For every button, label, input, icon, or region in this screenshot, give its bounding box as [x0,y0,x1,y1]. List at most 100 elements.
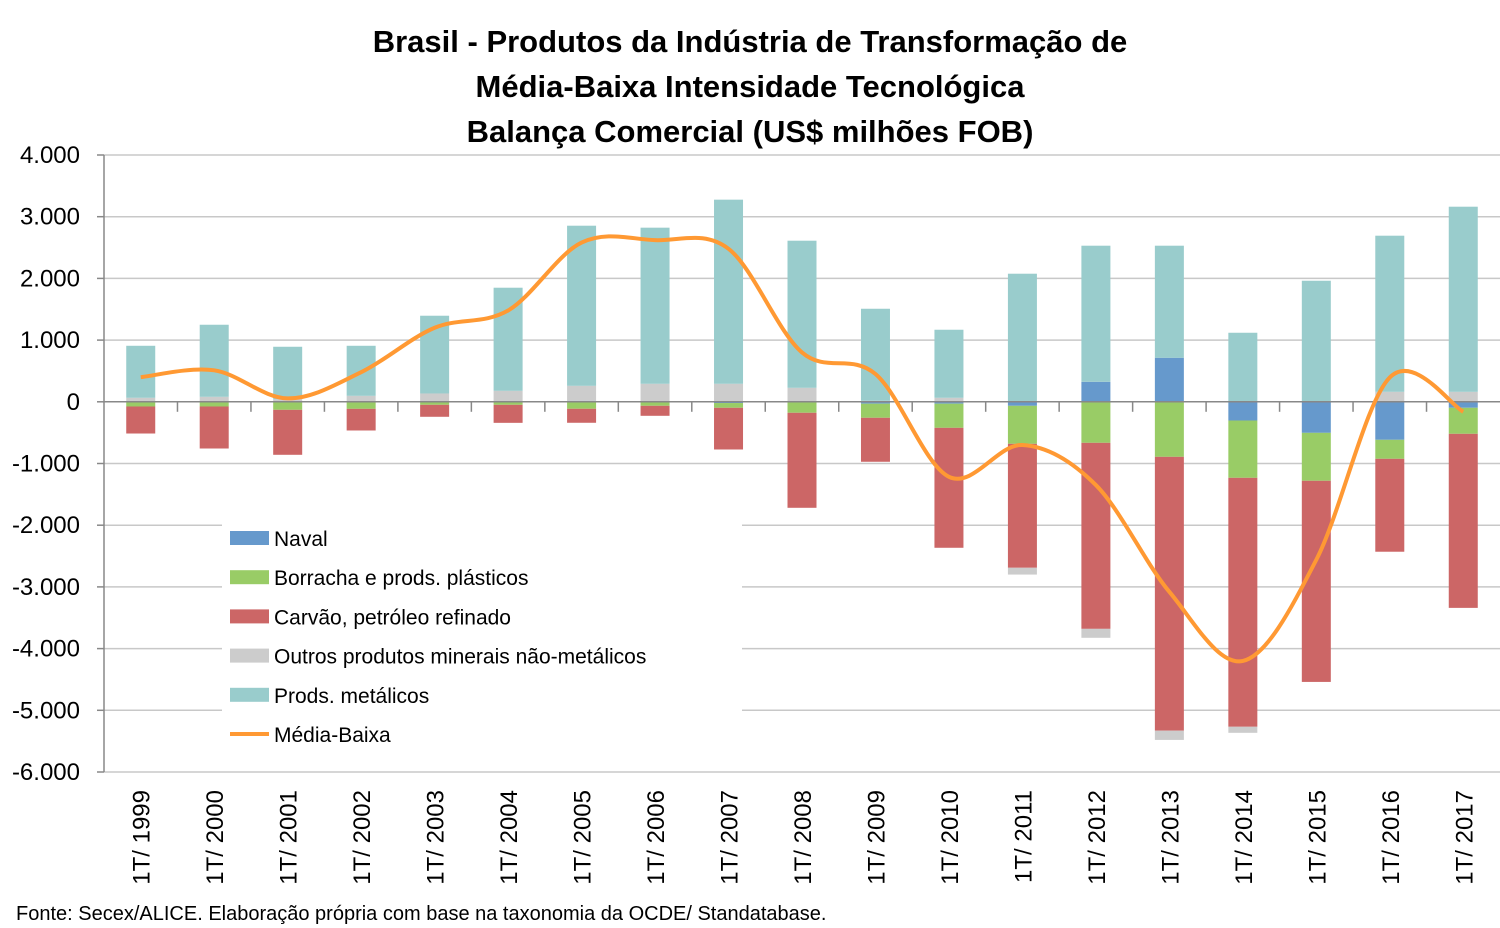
x-tick-label: 1T/ 2006 [643,790,670,885]
bar-naval-11 [934,401,964,404]
bars [126,199,1478,740]
bar-carv-o-petr-leo-refinado-9 [787,412,817,508]
bar-borracha-e-prods-pl-sticos-9 [787,401,817,413]
bar-prods-met-licos-15 [1228,332,1258,402]
legend-swatch [230,609,269,624]
bar-prods-met-licos-1 [199,324,229,397]
legend-label: Média-Baixa [274,724,391,747]
chart-title-line-2: Média-Baixa Intensidade Tecnológica [476,69,1026,104]
bar-prods-met-licos-7 [640,227,670,384]
legend-label: Carvão, petróleo refinado [274,606,511,629]
x-tick-label: 1T/ 2007 [717,790,744,885]
bar-borracha-e-prods-pl-sticos-6 [567,401,597,409]
chart-title-line-3: Balança Comercial (US$ milhões FOB) [467,114,1034,149]
bar-outros-produtos-minerais-n-o-met-licos-11 [934,397,964,402]
bar-outros-produtos-minerais-n-o-met-licos-3 [346,395,376,402]
bar-prods-met-licos-8 [714,199,744,384]
bar-carv-o-petr-leo-refinado-10 [860,417,890,462]
bar-borracha-e-prods-pl-sticos-11 [934,403,964,428]
axes [103,155,1500,772]
bar-outros-produtos-minerais-n-o-met-licos-17 [1375,391,1405,402]
bar-prods-met-licos-13 [1081,245,1111,382]
y-tick-label: 1.000 [20,327,80,354]
bar-outros-produtos-minerais-n-o-met-licos-13 [1081,628,1111,638]
bar-borracha-e-prods-pl-sticos-14 [1154,401,1184,457]
x-tick-label: 1T/ 1999 [129,790,156,885]
bar-naval-15 [1228,401,1258,421]
bar-prods-met-licos-0 [126,345,156,398]
bar-prods-met-licos-12 [1007,273,1037,402]
bar-borracha-e-prods-pl-sticos-13 [1081,401,1111,443]
bar-carv-o-petr-leo-refinado-4 [420,404,450,417]
bar-carv-o-petr-leo-refinado-13 [1081,442,1111,629]
bar-prods-met-licos-2 [273,346,303,400]
bar-prods-met-licos-17 [1375,235,1405,392]
bar-naval-13 [1081,381,1111,402]
source-note: Fonte: Secex/ALICE. Elaboração própria c… [16,903,826,925]
bar-carv-o-petr-leo-refinado-3 [346,408,376,431]
x-tick-label: 1T/ 2010 [937,790,964,885]
bar-outros-produtos-minerais-n-o-met-licos-8 [714,383,744,402]
bar-carv-o-petr-leo-refinado-11 [934,427,964,548]
bar-outros-produtos-minerais-n-o-met-licos-9 [787,387,817,402]
bar-carv-o-petr-leo-refinado-8 [714,407,744,450]
y-axis-ticks: 4.000 3.000 2.000 1.000 0 -1.000 -2.000 -3.000 -… [12,142,104,786]
legend-swatch [230,648,269,663]
x-tick-label: 1T/ 2016 [1378,790,1405,885]
x-tick-label: 1T/ 2002 [349,790,376,885]
bar-naval-17 [1375,401,1405,440]
bar-borracha-e-prods-pl-sticos-5 [493,401,523,405]
chart-title-line-1: Brasil - Produtos da Indústria de Transf… [373,24,1128,59]
bar-outros-produtos-minerais-n-o-met-licos-7 [640,383,670,402]
bar-prods-met-licos-14 [1154,245,1184,358]
bar-prods-met-licos-6 [567,225,597,386]
bar-outros-produtos-minerais-n-o-met-licos-0 [126,397,156,402]
bar-carv-o-petr-leo-refinado-2 [273,409,303,455]
bar-outros-produtos-minerais-n-o-met-licos-2 [273,399,303,402]
line-media-baixa [140,234,1465,664]
bar-prods-met-licos-11 [934,329,964,398]
x-tick-label: 1T/ 2004 [496,790,523,885]
bar-carv-o-petr-leo-refinado-1 [199,406,229,449]
x-tick-label: 1T/ 2015 [1304,790,1331,885]
x-tick-label: 1T/ 2011 [1010,790,1037,883]
y-tick-label: -3.000 [12,574,80,601]
y-tick-label: -4.000 [12,636,80,663]
bar-borracha-e-prods-pl-sticos-15 [1228,420,1258,478]
x-tick-label: 1T/ 2014 [1231,790,1258,885]
bar-outros-produtos-minerais-n-o-met-licos-18 [1448,391,1478,402]
x-tick-label: 1T/ 2017 [1451,790,1478,885]
x-tick-label: 1T/ 2005 [570,790,597,885]
y-tick-label: 4.000 [20,142,80,169]
bar-borracha-e-prods-pl-sticos-7 [640,401,670,406]
legend-label: Borracha e prods. plásticos [274,567,528,590]
bar-outros-produtos-minerais-n-o-met-licos-1 [199,396,229,402]
legend-swatch [230,687,269,702]
bar-naval-14 [1154,357,1184,402]
x-tick-label: 1T/ 2012 [1084,790,1111,885]
y-tick-label: -5.000 [12,697,80,724]
bar-borracha-e-prods-pl-sticos-2 [273,401,303,410]
bar-borracha-e-prods-pl-sticos-18 [1448,407,1478,434]
bar-outros-produtos-minerais-n-o-met-licos-12 [1007,567,1037,575]
y-tick-label: -6.000 [12,759,80,786]
legend-label: Naval [274,528,328,551]
x-tick-label: 1T/ 2001 [276,790,303,885]
bar-outros-produtos-minerais-n-o-met-licos-14 [1154,730,1184,740]
legend-background [222,520,742,758]
x-tick-label: 1T/ 2008 [790,790,817,885]
y-tick-label: -1.000 [12,451,80,478]
bar-carv-o-petr-leo-refinado-18 [1448,433,1478,608]
x-tick-label: 1T/ 2013 [1157,790,1184,885]
bar-carv-o-petr-leo-refinado-5 [493,404,523,423]
bar-borracha-e-prods-pl-sticos-17 [1375,439,1405,459]
bar-borracha-e-prods-pl-sticos-4 [420,401,450,405]
chart-title: Brasil - Produtos da Indústria de Transf… [373,24,1128,149]
legend-swatch [230,531,269,545]
bar-prods-met-licos-16 [1301,280,1331,402]
bar-outros-produtos-minerais-n-o-met-licos-4 [420,393,450,402]
line-series [140,234,1465,664]
bar-naval-12 [1007,401,1037,406]
bar-prods-met-licos-9 [787,240,817,388]
